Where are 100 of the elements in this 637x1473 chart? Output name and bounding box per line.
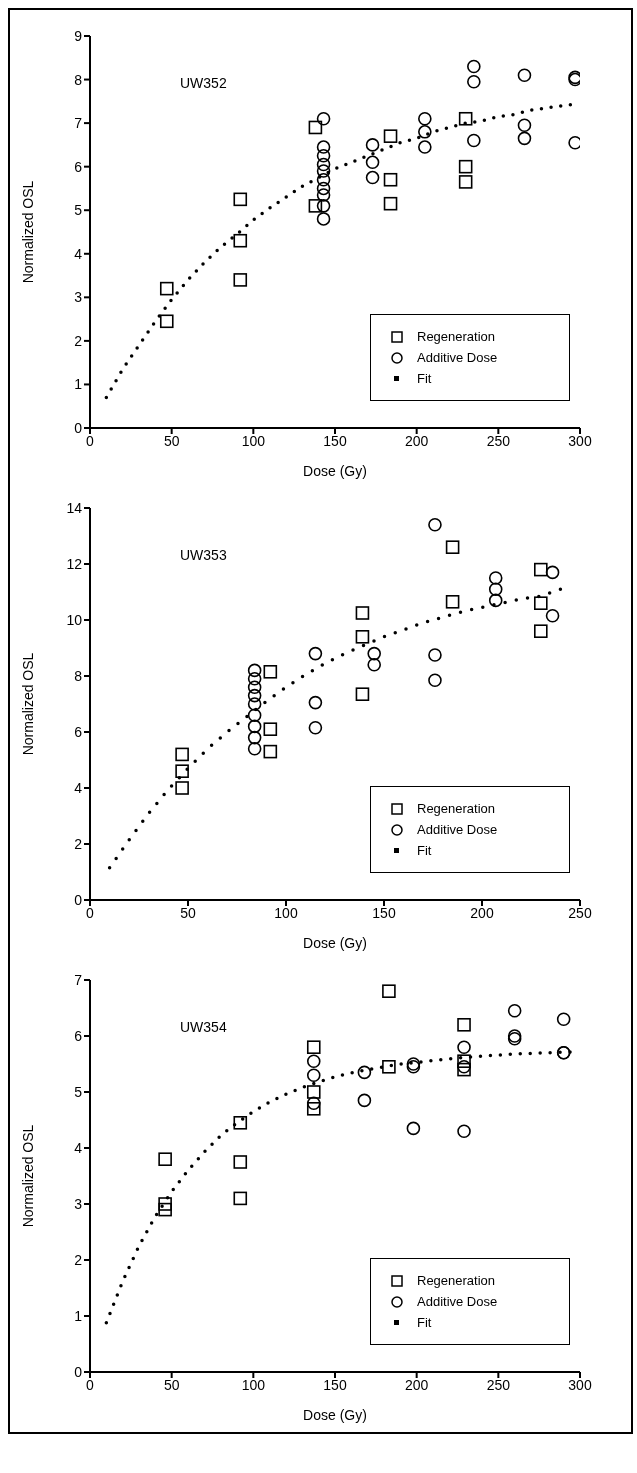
x-axis-title: Dose (Gy) xyxy=(303,463,367,479)
legend-label: Regeneration xyxy=(417,801,496,816)
point xyxy=(545,609,560,623)
point xyxy=(263,744,278,759)
point xyxy=(263,665,278,679)
x-tick-label: 200 xyxy=(404,1376,429,1393)
y-tick-label: 4 xyxy=(74,1139,83,1156)
point xyxy=(233,1116,248,1130)
y-tick-label: 8 xyxy=(74,71,83,88)
y-tick-label: 7 xyxy=(74,115,83,132)
legend-label: Fit xyxy=(417,843,432,858)
point xyxy=(306,1102,321,1116)
point xyxy=(488,571,503,585)
y-tick-label: 9 xyxy=(74,27,83,44)
point xyxy=(428,518,442,532)
point xyxy=(418,140,432,154)
point xyxy=(556,1012,571,1026)
y-tick-label: 1 xyxy=(74,1307,83,1324)
y-tick-label: 0 xyxy=(74,1363,83,1380)
x-tick-label: 250 xyxy=(568,904,592,921)
point xyxy=(517,131,532,146)
y-tick-label: 4 xyxy=(74,779,83,796)
point xyxy=(233,192,248,207)
x-tick-label: 100 xyxy=(241,432,266,449)
point xyxy=(517,68,532,82)
point xyxy=(428,648,442,662)
x-tick-label: 50 xyxy=(163,1376,180,1393)
point xyxy=(316,188,331,202)
point xyxy=(308,120,323,135)
point xyxy=(175,764,189,778)
point xyxy=(365,155,380,170)
point xyxy=(534,624,548,638)
point xyxy=(306,1085,321,1099)
y-tick-label: 6 xyxy=(74,723,83,740)
y-tick-label: 4 xyxy=(74,245,83,262)
point xyxy=(316,199,331,213)
point xyxy=(355,630,370,644)
annotation: UW352 xyxy=(180,75,227,91)
y-tick-label: 12 xyxy=(66,555,83,572)
point xyxy=(316,164,331,178)
point xyxy=(247,697,262,711)
point xyxy=(488,582,503,596)
point xyxy=(365,170,380,185)
point xyxy=(233,233,248,248)
y-tick-label: 3 xyxy=(74,1195,83,1212)
y-axis-title: Normalized OSL xyxy=(19,180,36,284)
y-tick-label: 1 xyxy=(74,376,83,393)
x-tick-label: 150 xyxy=(323,432,347,449)
x-tick-label: 300 xyxy=(568,432,592,449)
y-tick-label: 2 xyxy=(74,1251,83,1268)
point xyxy=(158,1202,172,1217)
point xyxy=(517,118,532,133)
point xyxy=(316,111,331,126)
x-tick-label: 300 xyxy=(568,1376,592,1393)
x-tick-label: 50 xyxy=(163,432,180,449)
point xyxy=(247,708,262,722)
point xyxy=(357,1093,372,1108)
point xyxy=(467,59,481,74)
point xyxy=(316,181,331,196)
point xyxy=(306,1054,321,1068)
point xyxy=(445,540,460,554)
y-tick-label: 5 xyxy=(74,1083,83,1100)
point xyxy=(458,111,473,126)
point xyxy=(383,172,398,187)
point xyxy=(457,1040,471,1054)
point xyxy=(247,730,262,745)
point xyxy=(316,148,331,163)
point xyxy=(308,646,323,661)
point xyxy=(355,687,370,701)
x-tick-label: 150 xyxy=(372,904,396,921)
y-tick-label: 3 xyxy=(74,289,83,306)
y-tick-label: 7 xyxy=(74,971,83,988)
x-axis-title: Dose (Gy) xyxy=(303,1407,367,1423)
annotation: UW353 xyxy=(180,547,227,563)
point xyxy=(383,129,398,143)
legend-label: Fit xyxy=(417,1315,432,1330)
x-axis-title: Dose (Gy) xyxy=(303,935,367,951)
y-axis-title: Normalized OSL xyxy=(19,1124,36,1228)
point xyxy=(247,663,262,678)
point xyxy=(534,562,548,577)
x-tick-label: 100 xyxy=(274,904,298,921)
x-tick-label: 100 xyxy=(241,1376,266,1393)
point xyxy=(308,199,323,213)
point xyxy=(306,1068,321,1082)
point xyxy=(316,140,331,154)
point xyxy=(308,721,323,735)
point xyxy=(233,273,248,287)
point xyxy=(383,196,398,211)
point xyxy=(428,673,442,687)
point xyxy=(467,74,481,89)
point xyxy=(175,781,189,795)
point xyxy=(367,658,381,672)
point xyxy=(247,680,262,694)
point xyxy=(306,1040,321,1054)
point xyxy=(458,159,473,174)
point xyxy=(382,984,396,998)
legend-label: Additive Dose xyxy=(417,822,498,837)
point xyxy=(247,688,262,703)
x-tick-label: 250 xyxy=(486,1376,511,1393)
x-tick-label: 250 xyxy=(486,432,511,449)
